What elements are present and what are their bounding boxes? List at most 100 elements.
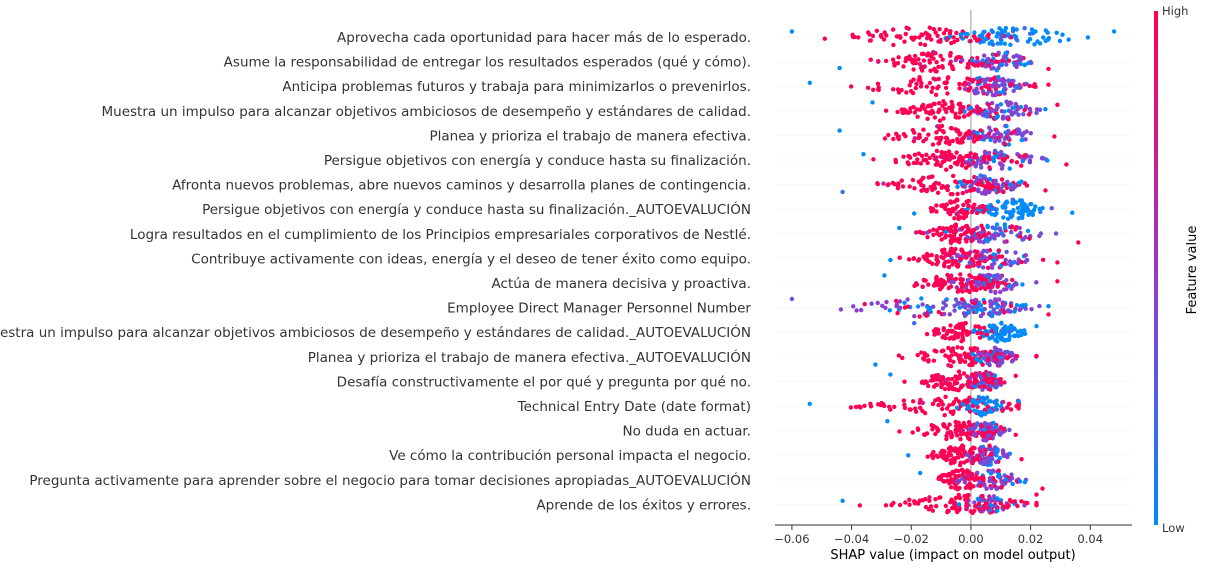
shap-point [967, 356, 973, 361]
shap-point [1022, 62, 1027, 68]
shap-point [926, 383, 931, 389]
shap-point [1010, 29, 1016, 34]
shap-point [1002, 41, 1007, 46]
shap-point [934, 274, 939, 280]
shap-point [977, 234, 983, 240]
shap-point [936, 39, 941, 44]
shap-point [952, 459, 957, 464]
shap-point [982, 384, 987, 390]
shap-point [964, 501, 969, 507]
shap-point [949, 246, 954, 251]
shap-point [951, 173, 956, 179]
shap-point [1043, 28, 1049, 33]
shap-point [975, 225, 980, 231]
shap-point [911, 256, 917, 261]
shap-point [960, 190, 965, 196]
shap-point [862, 403, 867, 408]
shap-point [1045, 158, 1050, 163]
shap-point [986, 231, 991, 236]
shap-point [840, 498, 845, 503]
shap-point [951, 35, 956, 40]
shap-point [944, 436, 949, 442]
shap-point [1026, 60, 1031, 66]
shap-point [963, 31, 968, 36]
shap-point [959, 109, 964, 114]
shap-point [1001, 114, 1006, 119]
shap-point [934, 155, 939, 160]
shap-point [974, 175, 979, 181]
shap-point [948, 284, 954, 289]
shap-point [910, 90, 916, 96]
shap-point [980, 493, 985, 499]
shap-point [914, 160, 920, 165]
shap-point [892, 404, 897, 409]
shap-point [884, 33, 889, 38]
shap-point [921, 139, 926, 144]
shap-point [1026, 112, 1032, 117]
shap-point [1018, 303, 1024, 309]
shap-point [920, 32, 925, 38]
shap-point [960, 36, 965, 41]
shap-point [979, 250, 985, 256]
shap-point [917, 229, 922, 235]
shap-point [895, 61, 901, 66]
shap-point [999, 304, 1005, 310]
shap-point [993, 425, 999, 430]
shap-point [1018, 85, 1023, 90]
shap-point [927, 58, 932, 63]
shap-point [967, 421, 972, 426]
shap-point [965, 235, 970, 240]
shap-point [1005, 452, 1010, 457]
shap-point [1034, 324, 1039, 329]
shap-point [930, 174, 935, 179]
shap-point [981, 209, 986, 215]
shap-point [980, 498, 985, 503]
shap-point [902, 402, 907, 407]
shap-point [848, 84, 854, 89]
shap-point [956, 399, 962, 404]
shap-point [952, 308, 957, 313]
shap-point [894, 131, 899, 136]
shap-point [927, 495, 932, 500]
shap-point [952, 250, 957, 256]
shap-point [949, 273, 954, 278]
shap-point [934, 60, 939, 65]
shap-point [851, 304, 856, 309]
shap-point [985, 351, 991, 357]
shap-point [998, 41, 1003, 46]
shap-point [984, 486, 989, 491]
shap-point [952, 160, 958, 166]
shap-point [927, 25, 932, 30]
shap-point [1024, 205, 1030, 210]
shap-point [965, 493, 970, 498]
shap-point [984, 249, 990, 254]
shap-point [934, 425, 939, 430]
shap-point [972, 35, 978, 41]
shap-point [1007, 283, 1012, 289]
shap-point [868, 57, 873, 62]
shap-point [900, 110, 905, 116]
shap-point [982, 300, 987, 305]
shap-point [1009, 359, 1015, 364]
shap-point [897, 299, 903, 304]
shap-point [1040, 257, 1046, 262]
shap-point [934, 203, 939, 208]
shap-point [944, 473, 950, 478]
shap-point [896, 181, 901, 186]
shap-point [967, 375, 973, 381]
shap-point [1004, 99, 1009, 104]
shap-point [970, 58, 975, 63]
shap-point [945, 184, 950, 189]
shap-point [950, 385, 955, 391]
shap-point [987, 41, 992, 46]
shap-point [966, 112, 971, 118]
shap-point [1020, 207, 1025, 212]
shap-point [973, 399, 978, 405]
shap-point [922, 410, 928, 416]
shap-point [942, 150, 948, 155]
shap-point [993, 459, 999, 465]
shap-point [954, 253, 960, 259]
shap-point [908, 79, 914, 84]
shap-point [910, 430, 915, 435]
shap-point [1004, 123, 1009, 129]
